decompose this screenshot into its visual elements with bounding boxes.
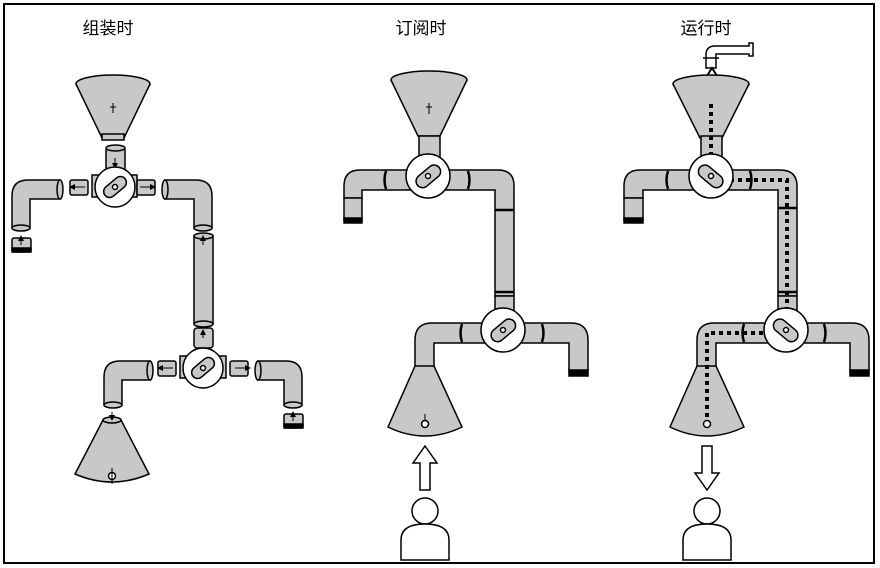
flow-path [705,104,789,418]
panel-subscription [343,70,589,561]
pipe-cap [343,217,363,224]
valve-icon [91,166,138,208]
valve-icon [405,153,451,199]
elbow-pipe-left [103,360,151,406]
elbow-pipe-left [11,179,61,229]
panel-title-assembly: 组装时 [82,19,134,39]
arrow-down-icon [693,445,721,492]
panel-runtime [623,42,870,561]
elbow-pipe-right [164,179,213,229]
pipe-vertical [193,235,214,325]
panel-assembly [11,74,304,484]
person-icon [682,497,732,561]
funnel-icon [390,70,468,137]
person-icon [400,497,450,561]
cone-nozzle-icon [387,365,463,437]
panel-title-subscription: 订阅时 [395,19,447,39]
valve-icon [763,307,809,353]
cone-nozzle-icon [73,412,151,484]
pipe-cap [623,217,644,224]
valve-icon [179,347,227,389]
valve-icon [480,307,526,353]
valve-icon [688,153,734,199]
funnel-icon [75,74,151,141]
pipe-down-left [343,197,363,221]
panel-title-runtime: 运行时 [680,19,732,39]
pipe-cap [849,369,870,377]
elbow-pipe-right [257,360,303,406]
pipe-cap [568,369,589,377]
arrow-up-icon [411,444,439,491]
